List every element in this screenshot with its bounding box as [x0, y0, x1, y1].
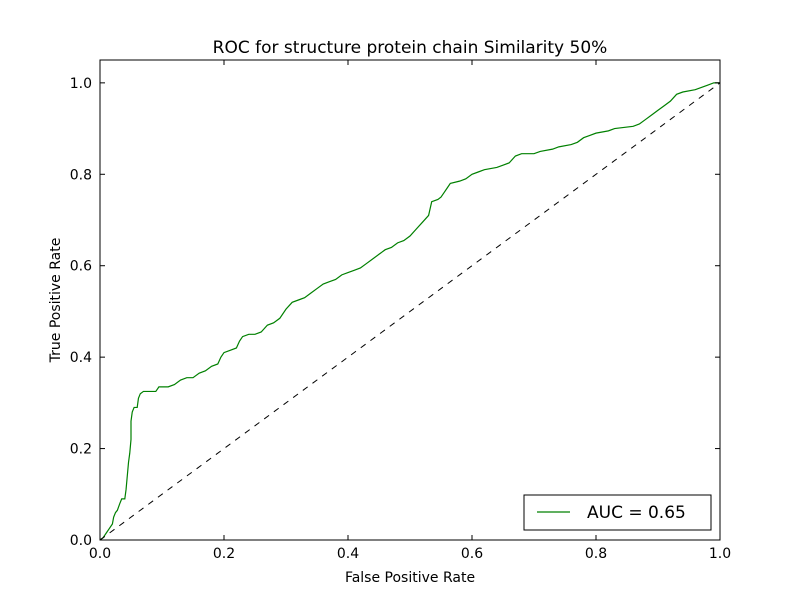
x-tick-label: 0.8 — [585, 546, 607, 562]
y-axis-label: True Positive Rate — [48, 238, 64, 364]
x-tick-label: 1.0 — [709, 546, 731, 562]
x-tick-label: 0.6 — [461, 546, 483, 562]
y-tick-label: 0.6 — [70, 259, 92, 275]
x-tick-label: 0.0 — [89, 546, 111, 562]
chance-diagonal-line — [99, 82, 721, 541]
y-tick-label: 1.0 — [70, 76, 92, 92]
chart-title: ROC for structure protein chain Similari… — [213, 38, 608, 58]
legend: AUC = 0.65 — [523, 494, 712, 531]
lines-layer — [99, 82, 721, 541]
x-axis-label: False Positive Rate — [345, 570, 475, 586]
y-tick-label: 0.8 — [70, 167, 92, 183]
axes-frame — [99, 59, 721, 541]
y-tick-label: 0.4 — [70, 350, 92, 366]
x-tick-label: 0.2 — [213, 546, 235, 562]
y-tick-label: 0.0 — [70, 533, 92, 549]
plot-area: 0.0 0.2 0.4 0.6 0.8 1.0 0.0 0.2 0.4 0.6 0.8 1.0 — [70, 59, 731, 562]
y-tick-label: 0.2 — [70, 442, 92, 458]
x-tick-label: 0.4 — [337, 546, 359, 562]
ticks-layer: 0.0 0.2 0.4 0.6 0.8 1.0 0.0 0.2 0.4 0.6 0.8 1.0 — [70, 60, 731, 562]
legend-entry-label: AUC = 0.65 — [587, 503, 686, 523]
axes-background — [100, 60, 720, 540]
roc-curve-line — [99, 82, 720, 541]
